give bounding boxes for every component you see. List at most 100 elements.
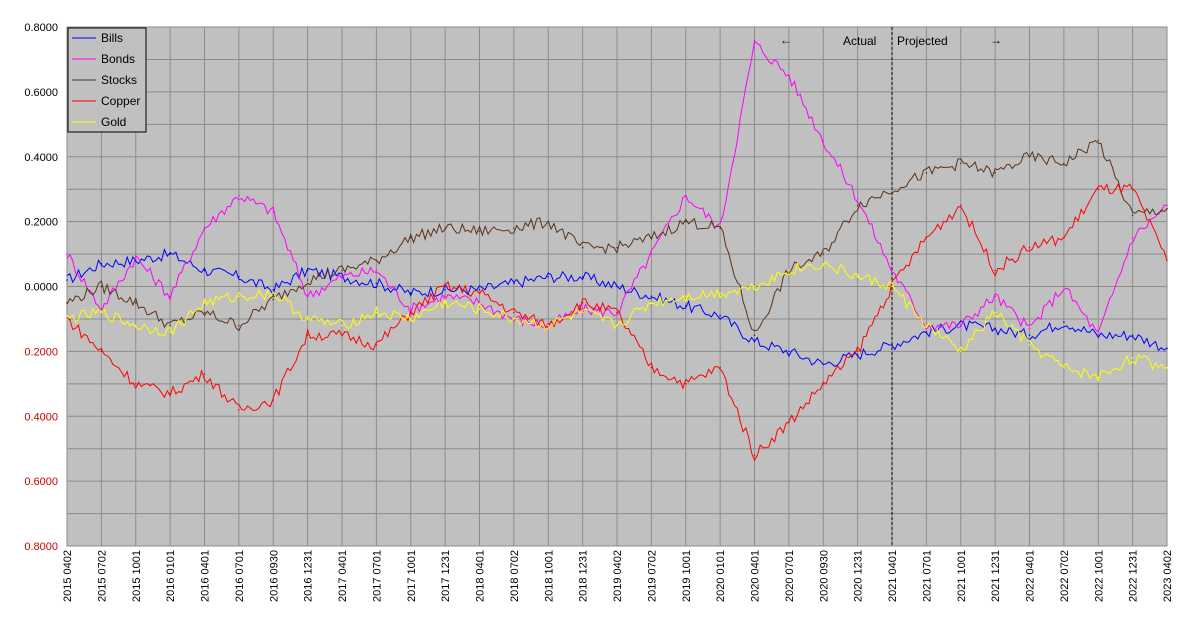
x-tick-label: 2016 0930 <box>268 550 280 602</box>
x-tick-label: 2022 0401 <box>1025 550 1037 602</box>
data-point-copper <box>856 350 859 353</box>
data-point-gold <box>925 324 928 327</box>
data-point-bills <box>547 275 550 278</box>
data-point-bonds <box>1063 285 1065 288</box>
data-point-stocks <box>1097 139 1100 142</box>
data-point-bills <box>788 350 790 353</box>
data-point-copper <box>513 311 515 314</box>
data-point-bonds <box>959 324 962 327</box>
data-point-gold <box>1131 357 1134 359</box>
data-point-bonds <box>856 198 859 200</box>
data-point-bonds <box>650 253 653 255</box>
x-tick-label: 2020 0401 <box>750 550 762 602</box>
data-point-copper <box>684 383 687 385</box>
actual-label: Actual <box>843 34 876 48</box>
data-point-gold <box>959 350 962 353</box>
data-point-bills <box>203 269 206 272</box>
data-point-bills <box>100 262 103 265</box>
data-point-gold <box>306 318 309 320</box>
data-point-bills <box>822 363 825 366</box>
data-point-bills <box>994 327 996 330</box>
data-point-copper <box>1063 237 1065 239</box>
x-tick-label: 2017 0701 <box>371 550 383 602</box>
data-point-bills <box>1166 347 1168 349</box>
x-tick-label: 2020 0930 <box>818 550 830 602</box>
data-point-bills <box>169 253 171 255</box>
x-tick-label: 2018 0401 <box>475 550 487 602</box>
data-point-bonds <box>272 211 275 213</box>
data-point-stocks <box>238 324 240 327</box>
data-point-stocks <box>959 162 962 165</box>
data-point-copper <box>341 334 343 336</box>
data-point-bills <box>513 282 515 285</box>
x-tick-label: 2020 0101 <box>715 550 727 602</box>
x-tick-label: 2016 0401 <box>200 550 212 602</box>
legend-label: Stocks <box>101 73 137 87</box>
series-line-stocks <box>66 139 1168 332</box>
x-tick-label: 2019 0702 <box>646 550 658 602</box>
legend-label: Bills <box>101 31 123 45</box>
data-point-gold <box>891 285 893 288</box>
data-point-stocks <box>409 237 412 239</box>
data-point-bonds <box>238 194 240 197</box>
data-point-bonds <box>203 227 206 229</box>
data-point-stocks <box>66 301 68 304</box>
x-tick-label: 2022 0702 <box>1059 550 1071 602</box>
data-point-gold <box>444 301 446 304</box>
data-point-bonds <box>994 295 996 298</box>
data-point-copper <box>1097 188 1100 190</box>
data-point-bonds <box>1028 327 1031 330</box>
data-point-gold <box>1166 366 1168 369</box>
y-tick-label: 0.6000 <box>24 87 58 99</box>
data-point-bills <box>581 275 584 278</box>
data-point-copper <box>925 237 928 239</box>
data-point-stocks <box>650 237 653 239</box>
x-tick-label: 2021 1001 <box>956 550 968 602</box>
x-tick-label: 2019 1001 <box>681 550 693 602</box>
data-point-stocks <box>1131 214 1134 216</box>
data-point-bills <box>409 292 412 294</box>
x-tick-label: 2021 0401 <box>887 550 899 602</box>
data-point-stocks <box>513 227 515 229</box>
data-point-stocks <box>994 172 996 174</box>
x-tick-label: 2017 1001 <box>406 550 418 602</box>
data-point-gold <box>856 275 859 278</box>
data-point-stocks <box>169 324 171 327</box>
data-point-bonds <box>1097 334 1100 336</box>
x-tick-label: 2015 1001 <box>131 550 143 602</box>
data-point-bills <box>891 344 893 346</box>
data-point-stocks <box>547 220 550 223</box>
data-point-copper <box>306 334 309 336</box>
data-point-copper <box>375 344 378 346</box>
data-point-gold <box>616 324 618 327</box>
data-point-stocks <box>341 269 343 272</box>
data-point-copper <box>822 383 825 385</box>
legend-label: Copper <box>101 94 140 108</box>
data-point-gold <box>1063 366 1065 369</box>
data-point-bills <box>719 314 721 317</box>
x-tick-label: 2017 1231 <box>440 550 452 602</box>
data-point-gold <box>478 308 481 311</box>
data-point-bills <box>1028 334 1031 336</box>
data-point-bonds <box>1131 237 1134 239</box>
data-point-bills <box>1063 321 1065 323</box>
data-point-gold <box>375 311 378 314</box>
y-axis: 0.8000 0.6000 0.4000 0.2000 0.0000 0.2000 0.40… <box>24 22 58 553</box>
data-point-bills <box>684 305 687 307</box>
data-point-bonds <box>375 269 378 272</box>
x-tick-label: 2022 1001 <box>1093 550 1105 602</box>
y-tick-label: 0.8000 <box>24 541 58 553</box>
data-point-gold <box>719 292 721 294</box>
data-point-gold <box>203 301 206 304</box>
x-axis: 2015 0402 2015 0702 2015 1001 2016 0101 2016… <box>62 550 1174 602</box>
left-arrow-icon: ← <box>780 33 792 47</box>
data-point-bonds <box>306 295 309 298</box>
data-point-bills <box>238 275 240 278</box>
data-point-gold <box>134 324 137 327</box>
data-point-stocks <box>719 227 721 229</box>
data-point-gold <box>788 269 790 272</box>
data-point-copper <box>100 350 103 353</box>
data-point-gold <box>238 295 240 298</box>
data-point-gold <box>684 295 687 298</box>
y-tick-label: 0.8000 <box>24 22 58 34</box>
